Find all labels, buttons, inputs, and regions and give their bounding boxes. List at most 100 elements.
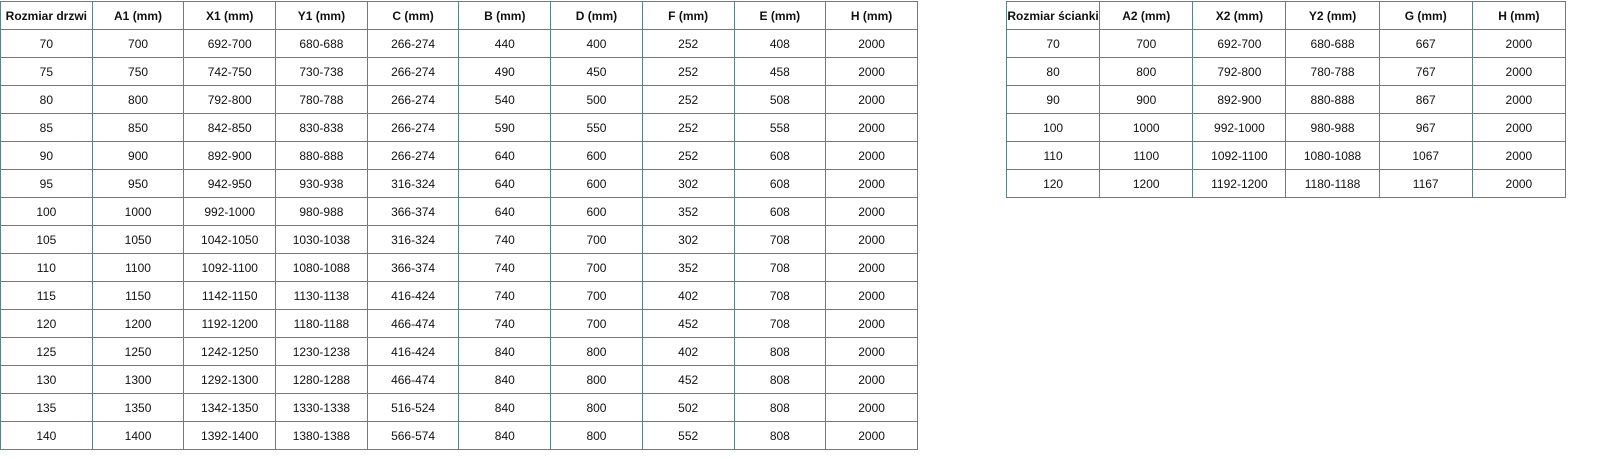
table-cell: 708 [733, 309, 827, 338]
column-header: A1 (mm) [91, 1, 185, 30]
column-header: Y2 (mm) [1285, 1, 1380, 30]
table-cell: 1080-1088 [275, 253, 368, 282]
table-row: 125 1250 1242-1250 1230-1238 416-424 840 800 40… [0, 337, 918, 366]
table-cell: 402 [641, 281, 735, 310]
table-cell: 1242-1250 [183, 337, 277, 366]
table-cell: 1400 [91, 421, 185, 450]
table-cell: 2000 [825, 85, 918, 114]
table-cell: 110 [0, 253, 93, 282]
table-cell: 740 [458, 281, 552, 310]
table-cell: 900 [91, 141, 185, 170]
table-cell: 808 [733, 337, 827, 366]
table-cell: 608 [733, 141, 827, 170]
table-cell: 2000 [825, 337, 918, 366]
table-row: 135 1350 1342-1350 1330-1338 516-524 840 800 50… [0, 393, 918, 422]
table-cell: 90 [1005, 85, 1101, 114]
table-cell: 2000 [825, 281, 918, 310]
column-header: C (mm) [366, 1, 460, 30]
table-cell: 800 [91, 85, 185, 114]
table-cell: 767 [1378, 57, 1473, 86]
table-cell: 266-274 [366, 113, 460, 142]
table-cell: 700 [91, 29, 185, 58]
table-cell: 1042-1050 [183, 225, 277, 254]
table-cell: 115 [0, 281, 93, 310]
table-row: 70 700 692-700 680-688 266-274 440 400 252 408 20… [0, 29, 918, 58]
table-cell: 950 [91, 169, 185, 198]
table-cell: 892-900 [1192, 85, 1287, 114]
table-row: 120 1200 1192-1200 1180-1188 466-474 740 700 45… [0, 309, 918, 338]
table-cell: 266-274 [366, 29, 460, 58]
table-cell: 840 [458, 365, 552, 394]
table-row: 90 900 892-900 880-888 266-274 640 600 252 608 20… [0, 141, 918, 170]
table-cell: 1030-1038 [275, 225, 368, 254]
table-cell: 700 [550, 281, 643, 310]
table-cell: 452 [641, 309, 735, 338]
table-cell: 95 [0, 169, 93, 198]
table-cell: 252 [641, 29, 735, 58]
table-cell: 252 [641, 113, 735, 142]
table-cell: 316-324 [366, 225, 460, 254]
table-cell: 1100 [91, 253, 185, 282]
column-header: F (mm) [641, 1, 735, 30]
table-cell: 2000 [1471, 113, 1567, 142]
table-cell: 1200 [1099, 169, 1194, 198]
table-cell: 692-700 [183, 29, 277, 58]
column-header: E (mm) [733, 1, 827, 30]
table-cell: 640 [458, 141, 552, 170]
table-cell: 1250 [91, 337, 185, 366]
table-cell: 830-838 [275, 113, 368, 142]
table-cell: 1092-1100 [1192, 141, 1287, 170]
column-header: H (mm) [1471, 1, 1567, 30]
table-cell: 440 [458, 29, 552, 58]
table-row: 105 1050 1042-1050 1030-1038 316-324 740 700 30… [0, 225, 918, 254]
table-row: 120 1200 1192-1200 1180-1188 1167 2000 [1005, 169, 1567, 198]
table-cell: 1280-1288 [275, 365, 368, 394]
table-cell: 780-788 [1285, 57, 1380, 86]
table-cell: 840 [458, 393, 552, 422]
table-cell: 2000 [825, 113, 918, 142]
table-cell: 1050 [91, 225, 185, 254]
table-cell: 640 [458, 197, 552, 226]
table-cell: 100 [1005, 113, 1101, 142]
table-cell: 502 [641, 393, 735, 422]
table-cell: 1167 [1378, 169, 1473, 198]
table-cell: 980-988 [275, 197, 368, 226]
table-row: 100 1000 992-1000 980-988 967 2000 [1005, 113, 1567, 142]
table-cell: 252 [641, 57, 735, 86]
column-header: B (mm) [458, 1, 552, 30]
table-cell: 850 [91, 113, 185, 142]
table-cell: 1292-1300 [183, 365, 277, 394]
table-cell: 2000 [825, 421, 918, 450]
table-cell: 692-700 [1192, 29, 1287, 58]
table-cell: 980-988 [1285, 113, 1380, 142]
table-cell: 700 [550, 253, 643, 282]
header-row: Rozmiar drzwi A1 (mm) X1 (mm) Y1 (mm) C (mm)… [0, 1, 918, 30]
table-cell: 552 [641, 421, 735, 450]
table-cell: 70 [0, 29, 93, 58]
table-cell: 800 [550, 421, 643, 450]
table-cell: 508 [733, 85, 827, 114]
table-row: 130 1300 1292-1300 1280-1288 466-474 840 800 45… [0, 365, 918, 394]
table-cell: 800 [550, 365, 643, 394]
table-cell: 266-274 [366, 57, 460, 86]
table-cell: 105 [0, 225, 93, 254]
table-cell: 70 [1005, 29, 1101, 58]
table-cell: 1100 [1099, 141, 1194, 170]
table-cell: 700 [550, 225, 643, 254]
table-cell: 800 [550, 393, 643, 422]
table-row: 110 1100 1092-1100 1080-1088 366-374 740 700 35… [0, 253, 918, 282]
table-cell: 867 [1378, 85, 1473, 114]
table-cell: 800 [550, 337, 643, 366]
table-cell: 416-424 [366, 337, 460, 366]
table-cell: 366-374 [366, 197, 460, 226]
table-row: 95 950 942-950 930-938 316-324 640 600 302 608 20… [0, 169, 918, 198]
table-cell: 1000 [91, 197, 185, 226]
table-cell: 2000 [825, 169, 918, 198]
table-cell: 416-424 [366, 281, 460, 310]
table-cell: 516-524 [366, 393, 460, 422]
table-cell: 1342-1350 [183, 393, 277, 422]
table-cell: 490 [458, 57, 552, 86]
table-cell: 742-750 [183, 57, 277, 86]
table-cell: 452 [641, 365, 735, 394]
table-cell: 942-950 [183, 169, 277, 198]
